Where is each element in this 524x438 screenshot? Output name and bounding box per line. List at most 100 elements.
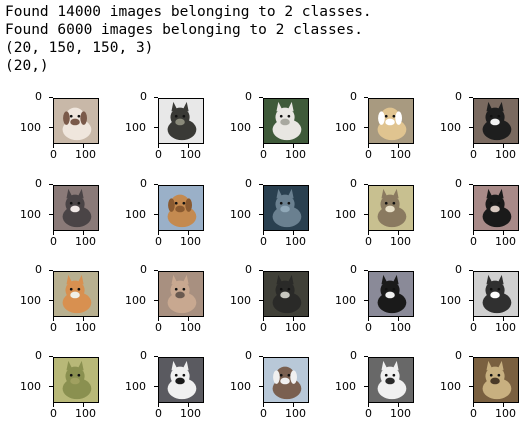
cat-muzzle [175, 377, 185, 385]
subplot: 0 100 0 100 [320, 347, 420, 437]
y-tick-mark [49, 184, 53, 185]
x-tick-label: 0 [260, 235, 267, 248]
dog-ear [273, 370, 280, 384]
cat-image [473, 357, 519, 403]
x-tick-mark [158, 144, 159, 148]
x-tick-mark [158, 403, 159, 407]
cat-eye [174, 114, 178, 118]
y-tick-label: 0 [455, 263, 462, 276]
y-tick-label: 0 [455, 90, 462, 103]
cat-muzzle [175, 291, 185, 299]
subplot: 0 100 0 100 [215, 261, 315, 351]
x-tick-mark [53, 317, 54, 321]
dog-image [158, 185, 204, 231]
y-tick-label: 0 [350, 263, 357, 276]
cat-eye [384, 373, 388, 377]
y-tick-label: 100 [20, 208, 41, 221]
image-pixels [474, 186, 518, 230]
y-tick-mark [49, 300, 53, 301]
cat-eye [77, 287, 81, 291]
cat-muzzle [280, 118, 290, 126]
y-tick-label: 100 [125, 121, 146, 134]
cat-eye [489, 114, 493, 118]
cat-eye [392, 373, 396, 377]
cat-ear [171, 101, 178, 112]
cat-head [170, 107, 190, 127]
cat-eye [77, 373, 81, 377]
cat-ear [287, 101, 294, 112]
x-tick-mark [53, 144, 54, 148]
x-tick-label: 0 [50, 321, 57, 334]
image-pixels [54, 272, 98, 316]
cell-output-text: Found 14000 images belonging to 2 classe… [5, 3, 372, 75]
x-tick-mark [188, 231, 189, 235]
cat-ear [392, 360, 399, 371]
dog-head [380, 107, 400, 127]
cat-head [170, 366, 190, 386]
y-tick-label: 0 [140, 177, 147, 190]
dog-eye [279, 373, 283, 377]
cat-ear [66, 274, 73, 285]
cat-muzzle [70, 291, 80, 299]
y-tick-label: 0 [35, 177, 42, 190]
x-tick-label: 0 [365, 148, 372, 161]
x-tick-label: 0 [155, 148, 162, 161]
subplot: 0 100 0 100 [5, 88, 105, 178]
y-tick-mark [154, 214, 158, 215]
y-tick-mark [469, 386, 473, 387]
dog-eye [182, 201, 186, 205]
y-tick-mark [364, 184, 368, 185]
y-tick-mark [49, 97, 53, 98]
cat-muzzle [490, 118, 500, 126]
cat-ear [171, 360, 178, 371]
x-tick-label: 0 [470, 148, 477, 161]
cat-ear [497, 274, 504, 285]
y-tick-mark [154, 97, 158, 98]
x-tick-mark [368, 231, 369, 235]
y-tick-label: 100 [440, 380, 461, 393]
x-tick-mark [53, 231, 54, 235]
x-tick-label: 100 [390, 321, 411, 334]
cat-muzzle [385, 291, 395, 299]
x-tick-mark [368, 317, 369, 321]
cat-ear [497, 101, 504, 112]
cat-eye [69, 201, 73, 205]
y-tick-label: 0 [455, 349, 462, 362]
y-tick-mark [469, 214, 473, 215]
x-tick-label: 100 [180, 235, 201, 248]
x-tick-label: 100 [285, 148, 306, 161]
image-pixels [369, 272, 413, 316]
x-tick-label: 100 [180, 148, 201, 161]
cat-ear [486, 360, 493, 371]
y-tick-mark [259, 184, 263, 185]
x-tick-label: 0 [155, 407, 162, 420]
cat-ear [182, 101, 189, 112]
x-tick-mark [398, 144, 399, 148]
image-pixels [159, 99, 203, 143]
y-tick-label: 100 [20, 121, 41, 134]
x-tick-mark [503, 144, 504, 148]
cat-muzzle [70, 377, 80, 385]
cat-ear [381, 360, 388, 371]
subplot: 0 100 0 100 [5, 175, 105, 265]
y-tick-mark [469, 97, 473, 98]
x-tick-label: 100 [285, 321, 306, 334]
y-tick-label: 0 [245, 349, 252, 362]
x-tick-label: 100 [75, 407, 96, 420]
cat-head [275, 107, 295, 127]
x-tick-label: 0 [365, 407, 372, 420]
output-line: Found 6000 images belonging to 2 classes… [5, 22, 363, 38]
y-tick-label: 0 [350, 177, 357, 190]
y-tick-mark [259, 214, 263, 215]
x-tick-label: 100 [75, 235, 96, 248]
y-tick-label: 100 [335, 380, 356, 393]
cat-eye [279, 114, 283, 118]
y-tick-label: 0 [140, 90, 147, 103]
x-tick-mark [263, 144, 264, 148]
cat-head [485, 280, 505, 300]
cat-head [380, 280, 400, 300]
x-tick-mark [398, 403, 399, 407]
y-tick-label: 0 [35, 263, 42, 276]
y-tick-mark [259, 300, 263, 301]
